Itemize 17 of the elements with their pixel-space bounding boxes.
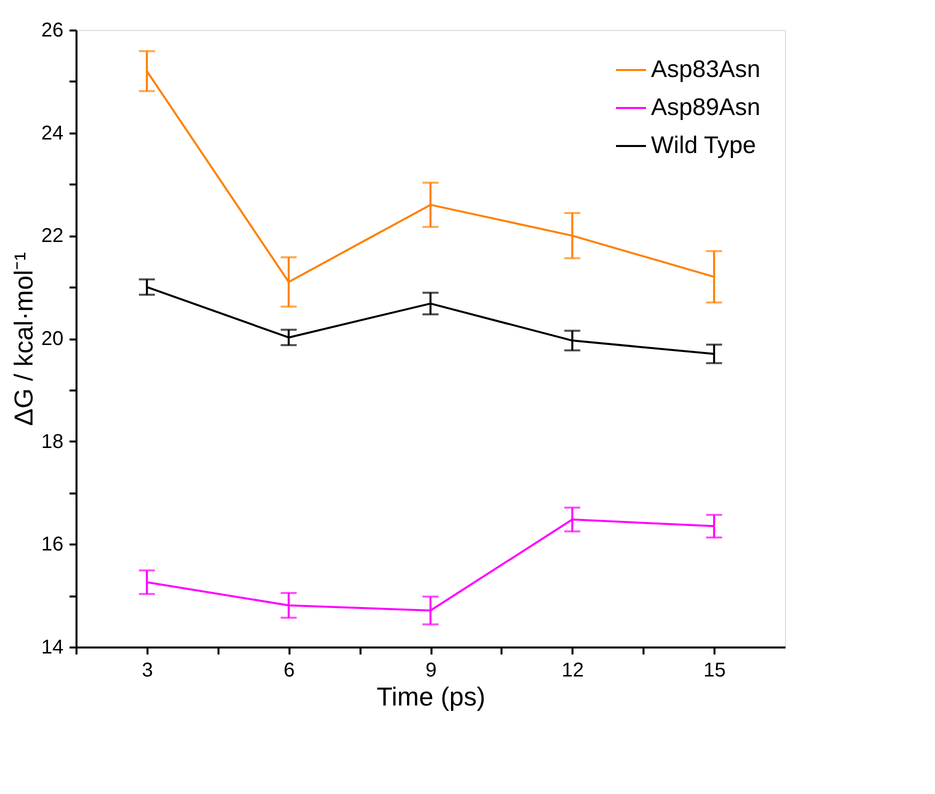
y-tick-label: 26: [41, 20, 64, 42]
x-tick-label: 3: [142, 660, 153, 682]
x-axis-title: Time (ps): [376, 682, 486, 712]
y-axis-title: ΔG / kcal·mol⁻¹: [8, 252, 38, 426]
x-tick-label: 12: [562, 660, 584, 682]
y-tick-label: 22: [41, 225, 64, 248]
x-tick-label: 9: [425, 660, 437, 682]
legend-label: Asp89Asn: [651, 94, 760, 121]
x-tick-label: 6: [284, 660, 295, 682]
x-tick-label: 15: [703, 660, 726, 682]
y-tick-label: 18: [41, 430, 64, 453]
legend-label: Wild Type: [651, 132, 756, 159]
y-tick-label: 16: [41, 534, 64, 556]
y-tick-label: 14: [41, 636, 64, 658]
legend-label: Asp83Asn: [651, 56, 760, 83]
y-tick-label: 20: [41, 328, 64, 350]
y-tick-label: 24: [41, 122, 64, 144]
